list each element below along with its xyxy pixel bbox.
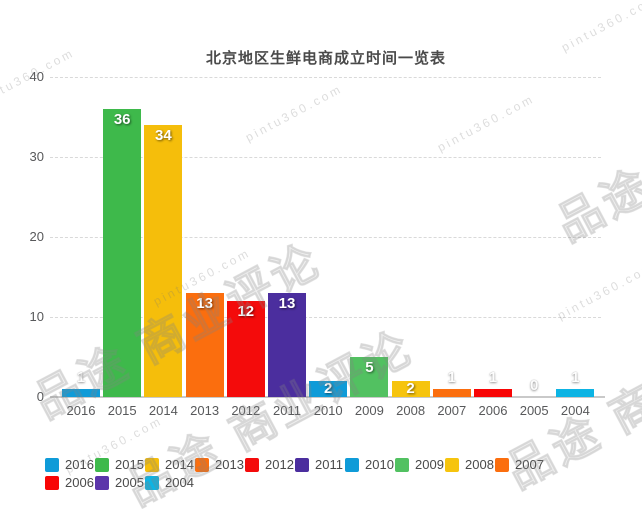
gridline-20	[50, 237, 601, 238]
x-axis-label-2015: 2015	[107, 403, 137, 418]
y-axis-label-40: 40	[29, 69, 44, 84]
legend-swatch-2008	[445, 458, 459, 472]
bar-2015	[103, 109, 142, 397]
legend-swatch-2007	[495, 458, 509, 472]
legend-swatch-2013	[195, 458, 209, 472]
bar-value-2014: 34	[155, 127, 172, 144]
y-axis-label-30: 30	[29, 149, 44, 164]
legend-label-2010: 2010	[365, 457, 394, 472]
legend-label-2015: 2015	[115, 457, 144, 472]
legend-label-2007: 2007	[515, 457, 544, 472]
x-axis-label-2009: 2009	[354, 403, 384, 418]
legend-swatch-2011	[295, 458, 309, 472]
x-axis-line	[50, 396, 605, 398]
x-axis-label-2011: 2011	[273, 403, 301, 418]
legend-swatch-2006	[45, 476, 59, 490]
bar-2014	[144, 125, 183, 397]
legend-item-2006: 2006	[45, 474, 95, 492]
legend-swatch-2010	[345, 458, 359, 472]
legend-item-2014: 2014	[145, 456, 195, 474]
gridline-30	[50, 157, 601, 158]
x-axis-label-2016: 2016	[66, 403, 96, 418]
bar-2006	[474, 389, 512, 397]
bar-value-2010: 2	[324, 380, 333, 397]
legend-item-2008: 2008	[445, 456, 495, 474]
bar-2012	[226, 301, 265, 397]
y-axis-label-0: 0	[36, 389, 44, 404]
bar-2007	[432, 389, 471, 397]
bar-value-2008: 2	[406, 380, 415, 397]
chart-title: 北京地区生鲜电商成立时间一览表	[205, 50, 446, 67]
bar-value-2012: 12	[237, 303, 255, 320]
bar-2004	[556, 389, 595, 397]
x-axis-label-2013: 2013	[190, 403, 220, 418]
legend-swatch-2004	[145, 476, 159, 490]
legend-swatch-2005	[95, 476, 109, 490]
legend-swatch-2012	[245, 458, 259, 472]
bar-value-2007: 1	[447, 369, 456, 386]
y-axis-label-10: 10	[29, 309, 44, 324]
watermark-brand-3: 品途 商业评论	[547, 56, 642, 252]
x-axis-label-2007: 2007	[437, 403, 467, 418]
legend-swatch-2014	[145, 458, 159, 472]
legend-label-2009: 2009	[415, 457, 444, 472]
legend-label-2016: 2016	[65, 457, 94, 472]
legend-label-2012: 2012	[265, 457, 294, 472]
bar-2008	[391, 381, 430, 397]
bar-2016	[62, 389, 100, 397]
x-axis-label-2010: 2010	[313, 403, 343, 418]
legend-item-2007: 2007	[495, 456, 545, 474]
legend-label-2006: 2006	[65, 475, 94, 490]
bar-2009	[350, 357, 389, 397]
legend-label-2005: 2005	[115, 475, 144, 490]
bar-2013	[185, 293, 224, 397]
x-axis-label-2006: 2006	[478, 403, 508, 418]
gridline-10	[50, 317, 601, 318]
bar-value-2005: 0	[530, 377, 539, 394]
legend-item-2013: 2013	[195, 456, 245, 474]
bar-value-2013: 13	[196, 295, 213, 312]
gridline-40	[50, 77, 601, 78]
legend-swatch-2009	[395, 458, 409, 472]
bar-2010	[309, 381, 348, 397]
bar-value-2006: 1	[488, 369, 498, 386]
watermark-url-0: pintu360.com	[243, 81, 346, 145]
bar-value-2015: 36	[113, 111, 131, 128]
x-axis-label-2014: 2014	[148, 403, 178, 418]
watermark-url-1: pintu360.com	[435, 91, 538, 155]
x-axis-label-2012: 2012	[231, 403, 261, 418]
bar-value-2004: 1	[571, 369, 580, 386]
legend-item-2016: 2016	[45, 456, 95, 474]
y-axis-label-20: 20	[29, 229, 44, 244]
legend-item-2015: 2015	[95, 456, 145, 474]
watermark-url-4: pintu360.com	[555, 259, 642, 323]
legend-label-2014: 2014	[165, 457, 194, 472]
legend-item-2011: 2011	[295, 456, 345, 474]
legend-item-2010: 2010	[345, 456, 395, 474]
legend-swatch-2015	[95, 458, 109, 472]
legend-label-2013: 2013	[215, 457, 244, 472]
legend: 2016 2015 2014 2013 2012 2011 2010 2009 2008 2007…	[45, 456, 553, 492]
bar-value-2016: 1	[76, 369, 86, 386]
x-axis-label-2008: 2008	[396, 403, 426, 418]
legend-item-2009: 2009	[395, 456, 445, 474]
legend-label-2004: 2004	[165, 475, 194, 490]
legend-label-2011: 2011	[315, 457, 343, 472]
x-axis-label-2004: 2004	[560, 403, 590, 418]
bar-value-2009: 5	[365, 359, 374, 376]
bar-2011	[268, 293, 306, 397]
legend-swatch-2016	[45, 458, 59, 472]
legend-label-2008: 2008	[465, 457, 494, 472]
legend-item-2005: 2005	[95, 474, 145, 492]
legend-item-2004: 2004	[145, 474, 195, 492]
legend-item-2012: 2012	[245, 456, 295, 474]
x-axis-label-2005: 2005	[519, 403, 549, 418]
bar-value-2011: 13	[278, 295, 296, 312]
